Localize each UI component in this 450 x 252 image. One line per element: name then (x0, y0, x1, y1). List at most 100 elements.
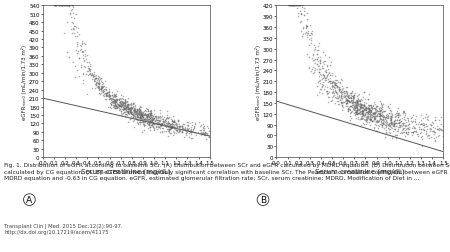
Point (439, 145, 446, 149)
Point (151, 112, 158, 116)
Point (79, 72, 86, 76)
Point (122, 113, 129, 117)
Point (365, 108, 372, 112)
Point (168, 122, 176, 126)
Point (391, 118, 398, 122)
Point (111, 102, 118, 106)
Point (431, 139, 438, 143)
Point (346, 100, 353, 104)
Point (148, 120, 155, 124)
Point (294, 4, 302, 8)
Point (148, 119, 155, 123)
Point (128, 106, 135, 110)
Point (328, 99, 335, 103)
Point (129, 105, 136, 109)
Point (133, 107, 140, 111)
Point (130, 109, 138, 113)
Point (346, 96, 354, 100)
Point (331, 96, 338, 100)
Point (388, 115, 395, 119)
Point (375, 108, 382, 112)
Point (127, 104, 134, 108)
Point (382, 123, 389, 127)
Point (203, 132, 211, 136)
Point (81, 42, 88, 46)
Point (141, 113, 148, 117)
Point (161, 121, 168, 125)
Point (339, 97, 346, 101)
Point (162, 123, 169, 128)
Point (74, 41, 81, 45)
Point (347, 104, 355, 108)
Point (60, 4, 68, 8)
Point (113, 90, 121, 94)
Point (337, 81, 344, 85)
Point (411, 125, 418, 129)
Point (339, 101, 346, 105)
Point (396, 131, 403, 135)
Point (324, 92, 332, 96)
Point (51, 4, 59, 8)
Point (364, 107, 371, 111)
Point (172, 129, 180, 133)
Point (187, 130, 194, 134)
Point (395, 122, 402, 126)
Point (404, 131, 411, 135)
Point (200, 132, 207, 136)
Point (332, 84, 339, 88)
Point (359, 112, 366, 116)
Point (378, 103, 386, 107)
Point (122, 115, 129, 119)
Point (367, 118, 374, 122)
Point (100, 94, 108, 99)
Point (291, 4, 298, 8)
Point (126, 109, 133, 113)
Point (125, 107, 132, 111)
Point (149, 114, 157, 118)
Point (103, 93, 110, 97)
Point (365, 113, 373, 117)
Point (117, 104, 124, 108)
Point (95, 86, 102, 90)
Point (112, 100, 119, 104)
Point (125, 111, 132, 115)
Point (179, 127, 186, 131)
Point (139, 117, 146, 121)
Point (389, 136, 396, 140)
Point (378, 106, 385, 110)
Point (189, 128, 196, 132)
Point (308, 29, 315, 34)
Point (177, 129, 184, 133)
Point (146, 114, 153, 118)
Point (348, 99, 355, 103)
Point (288, 4, 296, 8)
Point (51, 4, 59, 8)
Text: B: B (260, 195, 266, 204)
Point (314, 62, 321, 67)
Point (145, 114, 152, 118)
Point (53, 4, 60, 8)
Point (326, 79, 333, 83)
Point (379, 103, 387, 107)
Point (374, 114, 381, 118)
Point (328, 91, 335, 95)
Point (297, 13, 305, 17)
Point (428, 129, 436, 133)
Point (368, 120, 375, 124)
Point (94, 81, 102, 85)
Point (362, 117, 369, 121)
Point (354, 95, 361, 99)
Point (113, 106, 120, 110)
Point (324, 68, 332, 72)
Point (129, 113, 136, 117)
Point (156, 119, 163, 123)
Point (126, 106, 134, 110)
Point (110, 100, 117, 104)
Point (343, 86, 351, 90)
Point (183, 128, 190, 132)
Point (388, 114, 395, 118)
Point (144, 115, 151, 119)
Point (354, 104, 361, 108)
Point (356, 111, 364, 115)
Point (351, 105, 358, 109)
